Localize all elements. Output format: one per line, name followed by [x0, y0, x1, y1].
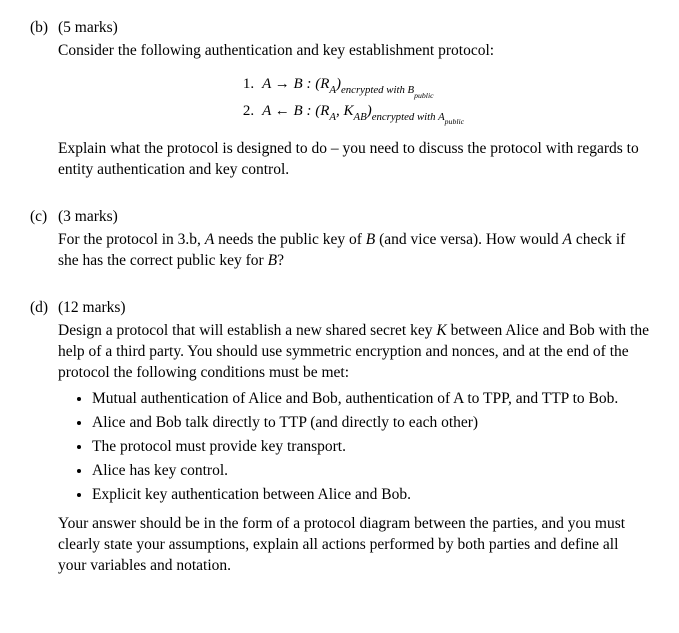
- c-A1: A: [205, 231, 214, 248]
- part-c-header: (c) (3 marks): [30, 207, 649, 228]
- part-b-label: (b): [30, 18, 58, 39]
- proto2-sub3: public: [445, 117, 464, 126]
- c-text3: (and vice versa). How would: [375, 231, 562, 248]
- part-b-explain: Explain what the protocol is designed to…: [58, 139, 649, 181]
- c-text5: ?: [277, 252, 284, 269]
- proto2-sub1: A: [329, 111, 336, 123]
- part-d-closing: Your answer should be in the form of a p…: [58, 514, 649, 577]
- part-d-label: (d): [30, 298, 58, 319]
- c-A2: A: [563, 231, 572, 248]
- part-c: (c) (3 marks) For the protocol in 3.b, A…: [30, 207, 649, 272]
- bullet-item: Alice and Bob talk directly to TTP (and …: [92, 413, 649, 434]
- c-B2: B: [268, 252, 277, 269]
- proto2-comma: , K: [336, 103, 354, 119]
- part-c-label: (c): [30, 207, 58, 228]
- proto2-sub2: AB: [354, 111, 367, 123]
- proto1-lhs: A → B : (R: [262, 76, 329, 92]
- protocol-line-2: 2.A ← B : (RA, KAB)encrypted with Apubli…: [243, 101, 464, 126]
- part-b-marks: (5 marks): [58, 18, 118, 39]
- part-d-header: (d) (12 marks): [30, 298, 649, 319]
- proto1-sub2: public: [414, 91, 433, 100]
- part-d-intro: Design a protocol that will establish a …: [58, 321, 649, 384]
- proto2-lhs: A ← B : (R: [262, 103, 329, 119]
- part-c-body: For the protocol in 3.b, A needs the pub…: [30, 230, 649, 272]
- bullet-item: Explicit key authentication between Alic…: [92, 485, 649, 506]
- part-d-body: Design a protocol that will establish a …: [30, 321, 649, 577]
- c-text2: needs the public key of: [214, 231, 366, 248]
- part-d-marks: (12 marks): [58, 298, 126, 319]
- proto2-enc-text: encrypted with A: [372, 111, 445, 123]
- part-b-body: Consider the following authentication an…: [30, 41, 649, 181]
- d-intro1: Design a protocol that will establish a …: [58, 322, 436, 339]
- part-b: (b) (5 marks) Consider the following aut…: [30, 18, 649, 181]
- proto1-num: 1.: [243, 76, 254, 92]
- proto2-enc: encrypted with Apublic: [372, 111, 464, 123]
- protocol-line-1: 1.A → B : (RA)encrypted with Bpublic: [243, 74, 464, 99]
- c-text1: For the protocol in 3.b,: [58, 231, 205, 248]
- protocol-block: 1.A → B : (RA)encrypted with Bpublic 2.A…: [58, 72, 649, 127]
- part-c-marks: (3 marks): [58, 207, 118, 228]
- proto2-num: 2.: [243, 103, 254, 119]
- bullet-item: Mutual authentication of Alice and Bob, …: [92, 389, 649, 410]
- part-d: (d) (12 marks) Design a protocol that wi…: [30, 298, 649, 577]
- proto1-sub1: A: [329, 84, 336, 96]
- bullet-item: Alice has key control.: [92, 461, 649, 482]
- proto1-enc: encrypted with Bpublic: [341, 84, 434, 96]
- d-K: K: [436, 322, 446, 339]
- proto1-enc-text: encrypted with B: [341, 84, 414, 96]
- part-b-intro: Consider the following authentication an…: [58, 41, 649, 62]
- c-B1: B: [366, 231, 375, 248]
- part-d-bullets: Mutual authentication of Alice and Bob, …: [58, 389, 649, 506]
- part-b-header: (b) (5 marks): [30, 18, 649, 39]
- bullet-item: The protocol must provide key transport.: [92, 437, 649, 458]
